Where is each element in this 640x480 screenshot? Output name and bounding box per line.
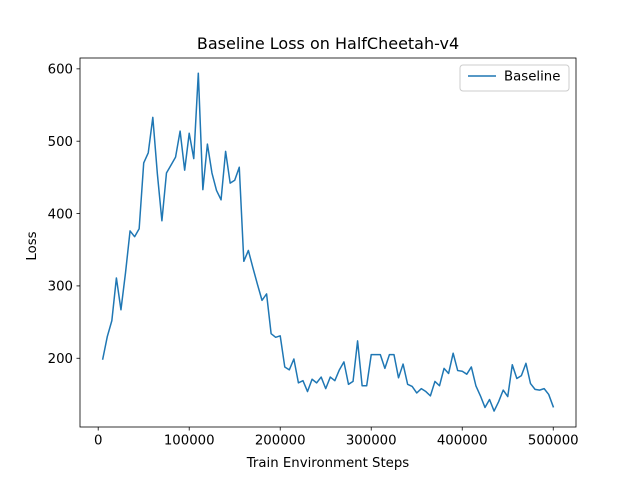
x-axis-ticks: 0 100000 200000 300000 400000 500000 bbox=[94, 427, 579, 449]
legend-box bbox=[459, 64, 570, 92]
x-tick-label: 400000 bbox=[437, 434, 488, 449]
chart-title: Baseline Loss on HalfCheetah-v4 bbox=[197, 34, 459, 53]
y-tick-label: 600 bbox=[48, 63, 73, 78]
x-tick-label: 0 bbox=[94, 434, 102, 449]
axes-frame bbox=[79, 57, 577, 428]
legend: Baseline bbox=[459, 64, 570, 92]
x-tick-label: 200000 bbox=[255, 434, 306, 449]
series-line-0 bbox=[101, 72, 555, 412]
x-axis-title: Train Environment Steps bbox=[246, 456, 410, 471]
legend-label-0: Baseline bbox=[504, 70, 560, 85]
y-tick-label: 400 bbox=[48, 207, 73, 222]
x-tick-label: 300000 bbox=[346, 434, 397, 449]
x-tick-label: 100000 bbox=[164, 434, 215, 449]
x-tick-label: 500000 bbox=[528, 434, 579, 449]
y-axis-title: Loss bbox=[25, 231, 40, 260]
y-tick-label: 300 bbox=[48, 280, 73, 295]
y-tick-label: 500 bbox=[48, 135, 73, 150]
y-tick-label: 200 bbox=[48, 352, 73, 367]
y-axis-ticks: 200 300 400 500 600 bbox=[48, 63, 80, 367]
plot-area bbox=[79, 57, 577, 428]
